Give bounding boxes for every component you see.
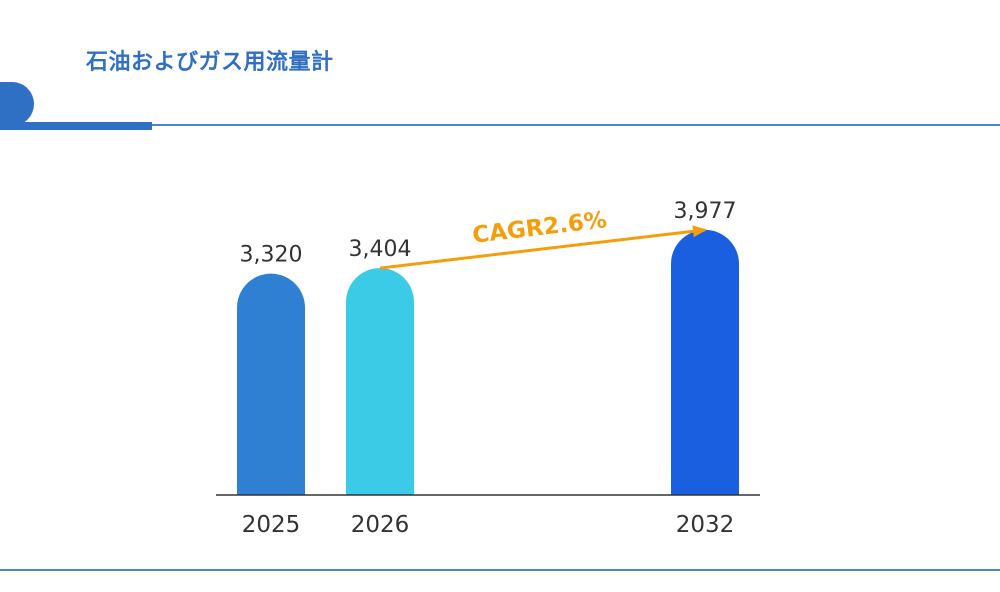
- title-accent-tab: [0, 82, 34, 126]
- category-label-2032: 2032: [676, 512, 735, 538]
- value-label-2025: 3,320: [240, 243, 303, 268]
- cagr-arrow: [379, 225, 707, 270]
- category-label-2025: 2025: [242, 512, 301, 538]
- bar-2025: [237, 273, 305, 495]
- bar-2032: [671, 229, 739, 495]
- title-underline-thin: [152, 124, 1000, 126]
- value-label-2026: 3,404: [349, 237, 412, 262]
- bottom-divider: [0, 569, 1000, 571]
- title-underline-thick: [0, 122, 152, 130]
- category-label-2026: 2026: [351, 512, 410, 538]
- bar-2026: [346, 268, 414, 495]
- value-label-2032: 3,977: [674, 199, 737, 224]
- page-title: 石油およびガス用流量計: [86, 50, 334, 75]
